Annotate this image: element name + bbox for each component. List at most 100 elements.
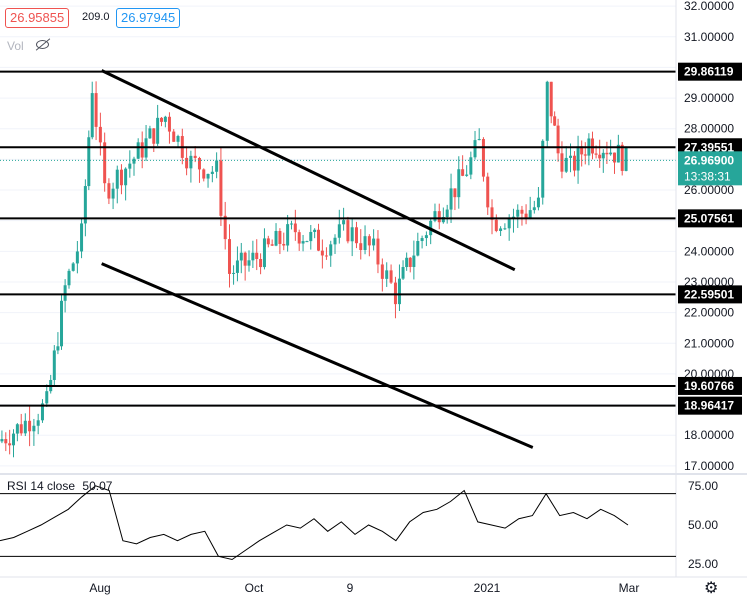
candle [87,137,91,187]
candle [473,140,477,158]
candle [8,443,12,446]
candle [210,171,214,174]
eye-hidden-icon[interactable] [35,38,51,51]
time-tick-label: Aug [89,581,110,595]
candle [235,260,239,273]
candle [247,260,251,266]
candle [274,230,278,246]
volume-label-text: Vol [7,39,24,53]
candle [286,224,290,246]
trendlines [101,69,534,449]
candle [560,153,564,172]
candle [524,213,528,218]
candle [545,81,549,141]
candle [580,146,584,155]
time-tick-label: 2021 [474,581,501,595]
candle [132,158,136,164]
rsi-label: RSI 14 close [7,479,76,493]
time-axis[interactable]: Aug Oct 9 2021 Mar [0,576,747,595]
price-tick-label: 18.00000 [684,428,734,442]
candle [605,152,609,155]
candle [202,169,206,179]
candle [71,263,75,271]
candle [90,93,94,138]
candle [359,243,363,250]
candle [441,216,445,223]
candle [499,228,503,231]
price-tick-label: 32.00000 [684,0,734,13]
candle [601,152,605,159]
rsi-legend[interactable]: RSI 14 close 50.07 [7,479,112,493]
candle [528,210,532,218]
rsi-tick-label: 25.00 [688,557,718,571]
candle [219,160,223,216]
trendline [101,69,516,272]
candle [152,128,156,144]
candle [520,209,524,214]
candle [40,403,44,421]
candle [532,207,536,211]
candle [119,169,123,186]
rsi-pane: 25.00 50.00 75.00 [0,479,718,571]
candle [136,142,140,159]
bid-price[interactable]: 26.95855 [5,8,70,28]
candle [0,439,4,442]
candle [461,169,465,176]
price-tick-label: 21.00000 [684,336,734,350]
rsi-value: 50.07 [82,479,113,493]
candle [486,176,490,208]
candle [262,238,266,268]
candle [583,154,587,156]
candle [481,139,485,177]
candle [167,116,171,132]
candle [445,209,449,217]
candle [289,223,293,225]
candle [52,350,56,380]
candle [553,116,557,126]
candle [94,93,98,127]
candle [337,224,341,238]
candle [346,220,350,242]
candle [354,227,358,244]
candle [128,163,132,169]
candle [163,116,167,122]
candle [197,157,201,170]
candle [389,270,393,283]
volume-label[interactable]: Vol [7,38,51,53]
candle [469,157,473,175]
candle [324,255,328,257]
candle [564,157,568,172]
candle [317,229,321,251]
candle [416,241,420,256]
price-tick-label: 28.00000 [684,122,734,136]
time-tick-label: Oct [245,581,264,595]
candle [19,424,23,434]
candle [251,252,255,261]
candle [111,188,115,199]
candle [320,250,324,256]
candle [28,420,32,432]
candle [556,125,560,154]
gear-icon[interactable]: ⚙ [704,580,719,597]
price-axis[interactable]: 17.0000018.0000019.0000020.0000021.00000… [0,0,747,577]
candle [243,252,247,266]
price-tick-label: 24.00000 [684,244,734,258]
candle [576,146,580,171]
candle [63,285,67,301]
candle [433,211,437,221]
candle [401,267,405,279]
candle [80,223,84,252]
candle [594,153,598,155]
candle [609,152,613,155]
price-tick-label: 29.00000 [684,91,734,105]
ask-price[interactable]: 26.97945 [116,8,181,28]
candle [232,272,236,274]
candle [4,439,8,444]
candle [507,219,511,229]
candle [572,155,576,171]
candle [83,186,87,224]
candle [305,241,309,243]
candle [367,236,371,246]
candle [372,238,376,246]
